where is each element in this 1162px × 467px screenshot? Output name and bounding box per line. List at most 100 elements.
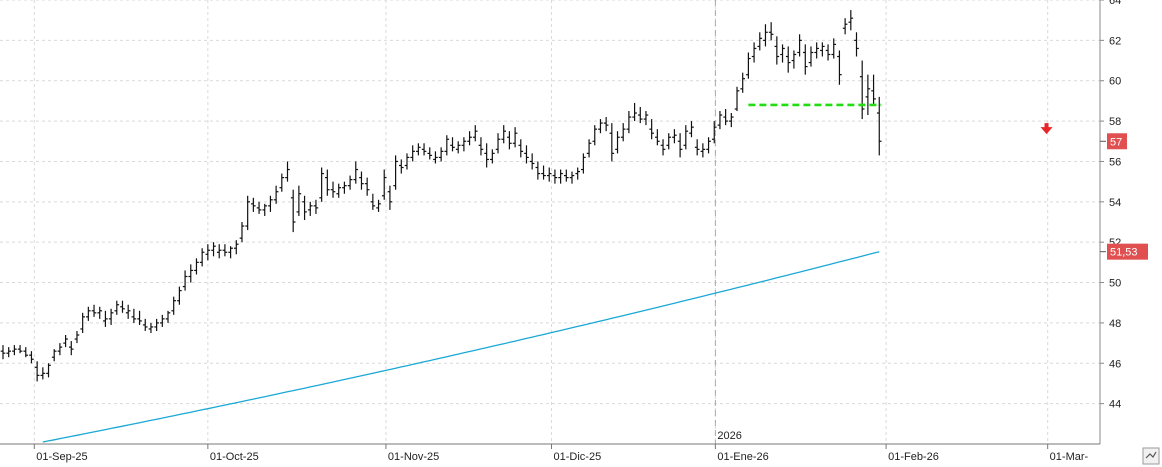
- ohlc-bar: [307, 201, 313, 216]
- ohlc-bar: [68, 341, 74, 356]
- sell-signal-arrow-icon: [1040, 123, 1053, 135]
- ohlc-bar: [245, 195, 250, 231]
- ohlc-bar: [421, 143, 427, 156]
- ohlc-bar: [495, 133, 501, 154]
- ohlc-bar: [444, 135, 450, 156]
- ohlc-bar: [40, 367, 46, 380]
- ohlc-bar: [768, 22, 774, 41]
- ohlc-bar: [780, 44, 785, 63]
- ohlc-bar: [114, 300, 120, 315]
- ohlc-bar: [626, 111, 632, 134]
- moving-average-series: [42, 251, 880, 443]
- year-label: 2026: [717, 430, 741, 442]
- ohlc-bar: [865, 74, 871, 116]
- ohlc-bar: [438, 147, 444, 162]
- ohlc-bar: [467, 131, 472, 146]
- y-tick-label: 60: [1109, 76, 1121, 88]
- ohlc-bar: [23, 347, 29, 358]
- ohlc-bar: [842, 18, 848, 35]
- ohlc-bar: [302, 195, 307, 220]
- ohlc-bar: [632, 102, 637, 122]
- ohlc-bar: [222, 244, 228, 257]
- ohlc-bar: [683, 125, 689, 150]
- ohlc-bar: [330, 181, 336, 198]
- ohlc-bar: [615, 131, 620, 154]
- x-tick-label: 01-Ene-26: [717, 451, 768, 463]
- ohlc-bar: [484, 143, 489, 168]
- ohlc-bar: [6, 347, 11, 358]
- ohlc-bar: [666, 133, 672, 150]
- x-tick-label: 01-Feb-26: [888, 451, 939, 463]
- ohlc-bar: [700, 143, 706, 158]
- last-price-badge: 57: [1100, 133, 1127, 150]
- ohlc-bar: [34, 361, 40, 382]
- ohlc-bar: [808, 46, 814, 67]
- ohlc-bar: [763, 24, 768, 47]
- ohlc-bar: [268, 195, 273, 212]
- ohlc-bar: [137, 310, 142, 325]
- ohlc-bar: [757, 32, 763, 51]
- ohlc-bar: [177, 286, 182, 305]
- ohlc-bar: [46, 363, 51, 378]
- moving-average-line: [42, 251, 880, 443]
- ohlc-bar: [239, 222, 245, 243]
- y-tick-label: 46: [1109, 358, 1121, 370]
- ohlc-bar: [637, 106, 643, 124]
- y-tick-label: 56: [1109, 156, 1121, 168]
- ohlc-bar: [820, 42, 825, 57]
- x-tick-label: 01-Dic-25: [554, 451, 602, 463]
- ohlc-bar: [29, 351, 34, 364]
- ohlc-bar: [751, 42, 757, 63]
- ohlc-bar: [649, 119, 654, 140]
- y-tick-label: 58: [1109, 116, 1121, 128]
- ohlc-bar: [63, 335, 68, 348]
- ohlc-bar: [410, 145, 415, 162]
- ohlc-bar: [490, 149, 495, 164]
- ohlc-bar: [546, 167, 552, 182]
- ohlc-bar: [774, 36, 780, 65]
- ohlc-bar: [785, 46, 791, 73]
- ohlc-bar: [609, 123, 615, 162]
- ohlc-bar: [706, 137, 711, 154]
- ohlc-bar: [336, 183, 342, 198]
- ohlc-bar: [319, 167, 324, 202]
- ohlc-bar: [677, 133, 683, 158]
- y-tick-label: 64: [1109, 0, 1121, 7]
- chart-settings-icon[interactable]: [1142, 447, 1160, 465]
- ohlc-bar: [734, 86, 740, 111]
- ohlc-bar: [859, 60, 865, 120]
- ohlc-bar: [740, 72, 745, 93]
- ohlc-bar: [814, 42, 819, 59]
- ohlc-bar: [353, 161, 359, 184]
- ohlc-bar: [694, 139, 700, 156]
- ohlc-bar: [655, 129, 660, 146]
- ohlc-bar: [171, 296, 176, 315]
- moving-average-badge: 51,53: [1100, 243, 1148, 260]
- ohlc-bar: [569, 171, 575, 184]
- ohlc-bar: [501, 125, 507, 144]
- ohlc-bar: [524, 145, 529, 164]
- ohlc-bar: [854, 32, 859, 57]
- ohlc-bar: [74, 330, 80, 344]
- ohlc-bar: [313, 199, 319, 214]
- ohlc-bar: [455, 141, 461, 154]
- ohlc-bar: [450, 137, 455, 152]
- ohlc-bar: [228, 246, 233, 259]
- x-tick-label: 01-Mar-: [1050, 451, 1089, 463]
- ohlc-bar: [205, 244, 211, 261]
- ohlc-bar: [620, 123, 626, 142]
- ohlc-bar: [125, 304, 131, 319]
- ohlc-bar: [660, 139, 666, 156]
- ohlc-bar: [296, 185, 302, 216]
- ohlc-bar: [586, 139, 592, 158]
- ohlc-bar: [251, 197, 256, 212]
- ohlc-bar: [518, 139, 524, 158]
- ohlc-bar: [120, 300, 125, 313]
- ohlc-bar: [689, 121, 694, 138]
- ohlc-bar: [472, 125, 478, 142]
- annotations: 57 51,53: [748, 103, 1148, 260]
- ohlc-bar: [12, 345, 17, 356]
